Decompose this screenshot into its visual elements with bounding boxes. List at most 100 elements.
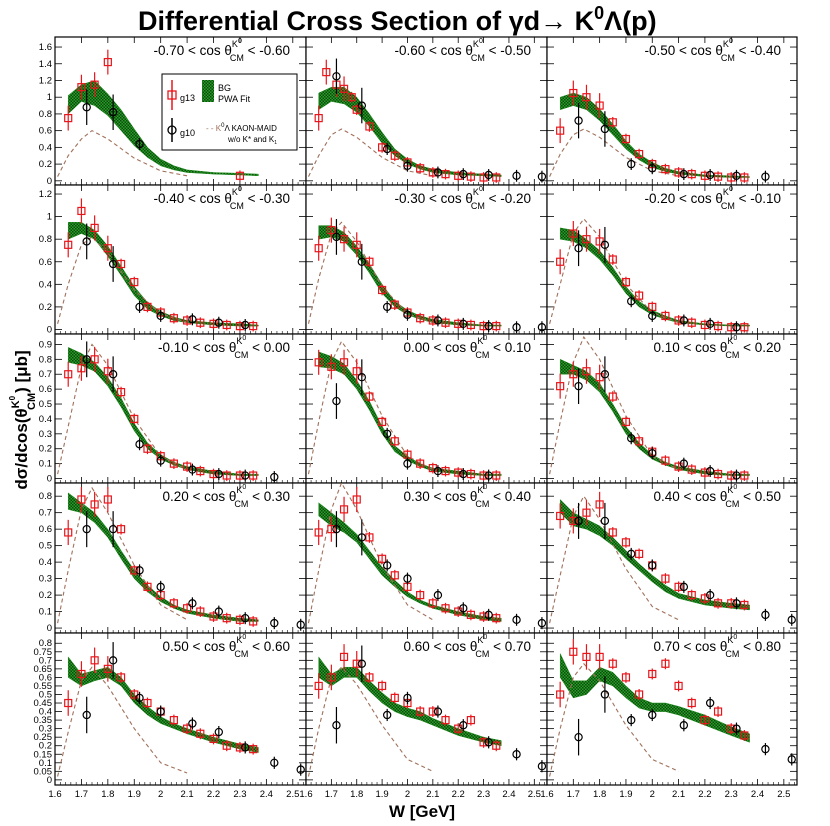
range-label-part: CM xyxy=(475,499,489,509)
range-label-part: 0 xyxy=(733,484,737,491)
title-prefix: Differential Cross Section of xyxy=(138,6,509,36)
range-label-part: < 0.50 xyxy=(739,489,781,504)
range-label-part: CM xyxy=(721,201,735,211)
range-label-part: 0.50 < cos θ xyxy=(162,639,236,654)
x-tick-label: 1.7 xyxy=(75,789,88,800)
y-tick-label: 0.4 xyxy=(39,279,52,290)
y-tick-label: 0.8 xyxy=(39,109,52,120)
range-label-part: < -0.60 xyxy=(244,43,290,58)
x-tick-label: 2.4 xyxy=(502,789,515,800)
y-tick-label: 0.8 xyxy=(39,491,52,502)
legend-band-swatch xyxy=(202,80,214,102)
x-tick-label: 2.1 xyxy=(672,789,685,800)
range-label-part: CM xyxy=(471,201,485,211)
legend-bg-label: BG xyxy=(218,83,231,93)
legend-g10-label: g10 xyxy=(180,128,195,138)
range-label-part: 0 xyxy=(238,186,242,193)
x-tick-label: 1.7 xyxy=(325,789,338,800)
range-label-part: 0 xyxy=(483,634,487,641)
range-label-part: CM xyxy=(234,350,248,360)
range-label-part: CM xyxy=(234,649,248,659)
x-tick-label: 2.2 xyxy=(698,789,711,800)
x-tick-label: 1.6 xyxy=(48,789,61,800)
panel-frame xyxy=(306,37,547,185)
legend: g13 BG PWA Fit g10 - - K0Λ KAON-MAID w/o… xyxy=(162,74,297,150)
x-tick-label: 2.1 xyxy=(180,789,193,800)
x-tick-label: 2.2 xyxy=(452,789,465,800)
range-label-part: 0.10 < cos θ xyxy=(653,340,727,355)
y-tick-label: 0.5 xyxy=(39,541,52,552)
x-tick-label: 1.7 xyxy=(567,789,580,800)
legend-pwa-label: PWA Fit xyxy=(218,94,251,104)
y-axis-title: dσ/dcos(θK0 CM) [μb] xyxy=(8,350,38,489)
y-tick-label: 1.6 xyxy=(39,42,52,53)
legend-maid-part1: - - K xyxy=(206,124,222,133)
y-tick-label: 0.6 xyxy=(39,524,52,535)
range-label-part: -0.40 < cos θ xyxy=(153,191,231,206)
range-label-part: 0 xyxy=(242,484,246,491)
range-label-part: -0.20 < cos θ xyxy=(644,191,722,206)
y-tick-label: 0.6 xyxy=(39,257,52,268)
x-tick-label: 2.3 xyxy=(477,789,490,800)
range-label-part: 0 xyxy=(733,335,737,342)
range-label-part: 0 xyxy=(242,634,246,641)
range-label-part: 0.60 < cos θ xyxy=(403,639,477,654)
x-tick-label: 2 xyxy=(158,789,163,800)
x-tick-label: 1.8 xyxy=(101,789,114,800)
x-tick-label: 2.1 xyxy=(426,789,439,800)
y-tick-label: 0.1 xyxy=(39,459,52,470)
panel-3: 00.20.40.60.811.2 -0.40 < cos θK0 CM < -0.… xyxy=(39,185,306,335)
x-tick-label: 2.4 xyxy=(751,789,764,800)
range-label-part: -0.70 < cos θ xyxy=(153,43,231,58)
range-label-part: 0.40 < cos θ xyxy=(653,489,727,504)
panel-frame xyxy=(547,334,797,483)
y-tick-label: 0.7 xyxy=(39,369,52,380)
panel-8: 0.10 < cos θK0 CM < 0.20 xyxy=(547,334,797,483)
figure: Differential Cross Section of γd→ K0Λ(p)… xyxy=(0,0,830,826)
y-tick-label: 0 xyxy=(47,474,52,485)
y-tick-label: 0.4 xyxy=(39,142,52,153)
range-label-part: < -0.20 xyxy=(485,191,531,206)
range-label-part: CM xyxy=(721,53,735,63)
range-label-part: -0.60 < cos θ xyxy=(394,43,472,58)
range-label-part: < -0.40 xyxy=(735,43,781,58)
range-label-part: -0.30 < cos θ xyxy=(394,191,472,206)
panel-1: -0.60 < cos θK0 CM < -0.50 xyxy=(306,37,547,185)
panel-13: 1.6 1.7 1.8 1.9 2 2.1 2.2 2.3 2.4 2.5 0.60 < cos θ… xyxy=(299,633,547,800)
y-tick-label: 1 xyxy=(47,212,52,223)
x-tick-label: 1.9 xyxy=(128,789,141,800)
range-label-part: 0.00 < cos θ xyxy=(403,340,477,355)
y-tick-label: 1.2 xyxy=(39,75,52,86)
y-tick-label: 0.2 xyxy=(39,159,52,170)
y-tick-label: 0.3 xyxy=(39,429,52,440)
panel-9: 00.10.20.30.40.50.60.70.8 0.20 < cos θK0 C… xyxy=(39,483,306,634)
y-tick-label: 0.7 xyxy=(39,508,52,519)
range-label-part: -0.10 < cos θ xyxy=(158,340,236,355)
panel-2: -0.50 < cos θK0 CM < -0.40 xyxy=(547,37,797,185)
y-tick-label: 0.4 xyxy=(39,414,52,425)
range-label-part: 0.20 < cos θ xyxy=(162,489,236,504)
range-label-part: CM xyxy=(475,649,489,659)
range-label-part: < 0.20 xyxy=(739,340,781,355)
x-tick-label: 1.6 xyxy=(299,789,312,800)
x-tick-label: 1.8 xyxy=(593,789,606,800)
y-tick-label: 0.8 xyxy=(39,354,52,365)
y-tick-label: 0.6 xyxy=(39,126,52,137)
panel-4: -0.30 < cos θK0 CM < -0.20 xyxy=(306,185,547,334)
y-tick-label: 1 xyxy=(47,92,52,103)
x-tick-label: 1.8 xyxy=(350,789,363,800)
range-label-part: -0.50 < cos θ xyxy=(644,43,722,58)
panel-frame xyxy=(306,185,547,334)
x-tick-label: 2 xyxy=(650,789,655,800)
y-tick-label: 0.1 xyxy=(39,607,52,618)
range-label-part: < -0.30 xyxy=(244,191,290,206)
range-label-part: CM xyxy=(725,499,739,509)
panel-7: 0.00 < cos θK0 CM < 0.10 xyxy=(306,334,547,483)
ylabel-sup: K xyxy=(10,400,22,408)
panel-frame xyxy=(306,633,547,785)
range-label-part: 0 xyxy=(483,335,487,342)
range-label-part: CM xyxy=(230,53,244,63)
range-label-part: 0 xyxy=(729,38,733,45)
range-label-part: 0.70 < cos θ xyxy=(653,639,727,654)
range-label-part: 0 xyxy=(242,335,246,342)
